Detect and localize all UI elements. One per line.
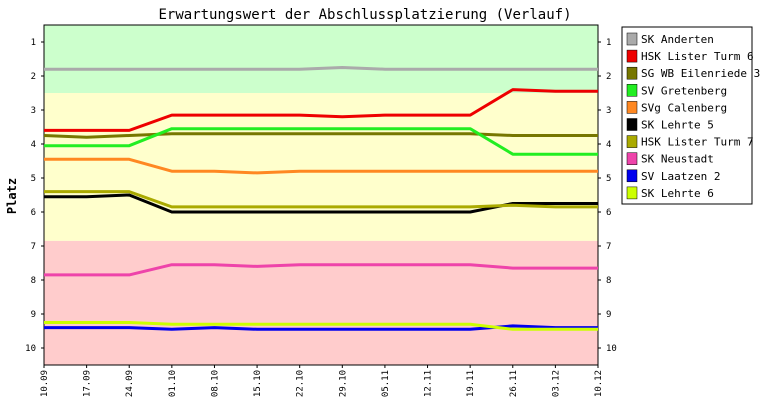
plot-frame: [43, 24, 599, 366]
y-tick-right-label: 9: [606, 310, 611, 320]
legend-label: SVg Calenberg: [641, 101, 727, 114]
y-tick-right-label: 4: [606, 140, 611, 150]
x-tick-label: 24.09: [125, 370, 135, 397]
y-tick-left-label: 1: [31, 38, 36, 48]
legend-label: SK Neustadt: [641, 153, 714, 166]
series-line-6: [44, 190, 598, 209]
legend: SK Anderten HSK Lister Turm 6 SG WB Eilenr…: [621, 26, 760, 205]
series-line-9: [44, 321, 598, 331]
legend-swatch: [626, 84, 638, 97]
x-tick-label: 03.12: [551, 370, 561, 397]
y-tick-right-label: 10: [606, 344, 617, 354]
legend-label: SK Lehrte 6: [641, 187, 714, 200]
y-tick-left-label: 6: [31, 208, 36, 218]
legend-swatch: [626, 118, 638, 131]
x-tick-label: 22.10: [296, 370, 306, 397]
legend-swatch: [626, 169, 638, 183]
x-tick-label: 05.11: [381, 370, 391, 397]
legend-label: HSK Lister Turm 6: [641, 50, 754, 63]
y-tick-right-label: 1: [606, 38, 611, 48]
y-tick-left-label: 5: [31, 174, 36, 184]
y-tick-right-label: 6: [606, 208, 611, 218]
series-line-1: [44, 88, 598, 132]
series-line-3: [44, 127, 598, 156]
legend-swatch: [626, 101, 638, 114]
legend-swatch: [626, 66, 638, 80]
y-tick-left-label: 4: [31, 140, 36, 150]
band-0: [44, 25, 598, 93]
legend-label: HSK Lister Turm 7: [641, 136, 754, 149]
band-2: [44, 240, 598, 365]
x-tick-label: 19.11: [466, 370, 476, 397]
y-tick-right-label: 7: [606, 242, 611, 252]
legend-swatch: [626, 32, 638, 46]
band-1: [44, 93, 598, 241]
y-tick-left-label: 9: [31, 310, 36, 320]
legend-swatch: [626, 186, 638, 200]
y-tick-left-label: 8: [31, 276, 36, 286]
y-tick-right-label: 5: [606, 174, 611, 184]
y-tick-left-label: 10: [25, 344, 36, 354]
y-tick-left-label: 7: [31, 242, 36, 252]
x-tick-label: 10.09: [40, 370, 50, 397]
legend-label: SG WB Eilenriede 3: [641, 67, 760, 80]
series-line-4: [44, 157, 598, 175]
x-tick-label: 17.09: [83, 370, 93, 397]
y-tick-right-label: 8: [606, 276, 611, 286]
y-tick-left-label: 2: [31, 72, 36, 82]
x-tick-label: 12.11: [424, 370, 434, 397]
legend-label: SK Anderten: [641, 33, 714, 46]
y-tick-right-label: 2: [606, 72, 611, 82]
legend-swatch: [626, 49, 638, 63]
y-axis-label: Platz: [5, 178, 19, 214]
legend-label: SK Lehrte 5: [641, 119, 714, 132]
y-axis-right: 1 2 3 4 5 6 7 8 9 10: [598, 38, 617, 354]
legend-label: SV Gretenberg: [641, 84, 727, 97]
legend-label: SV Laatzen 2: [641, 170, 720, 183]
series-line-0: [44, 66, 598, 71]
plot-bands: [44, 25, 598, 365]
x-tick-label: 01.10: [168, 370, 178, 397]
series-line-8: [44, 324, 598, 331]
legend-box: [621, 26, 753, 205]
x-tick-label: 15.10: [253, 370, 263, 397]
series-lines: [43, 66, 598, 331]
x-tick-label: 08.10: [210, 370, 220, 397]
chart-title: Erwartungswert der Abschlussplatzierung …: [158, 7, 571, 23]
y-tick-right-label: 3: [606, 106, 611, 116]
series-line-2: [43, 132, 598, 139]
y-tick-left-label: 3: [31, 106, 36, 116]
x-axis: 10.09 17.09 24.09 01.10 08.10 15.10 22.10 29.10…: [40, 365, 604, 397]
legend-swatch: [626, 135, 638, 148]
x-tick-label: 26.11: [509, 370, 519, 397]
series-line-7: [44, 263, 598, 277]
legend-swatch: [626, 152, 638, 165]
x-tick-label: 29.10: [338, 370, 348, 397]
x-tick-label: 10.12: [594, 370, 604, 397]
y-axis-left: 1 2 3 4 5 6 7 8 9 10: [25, 38, 44, 354]
